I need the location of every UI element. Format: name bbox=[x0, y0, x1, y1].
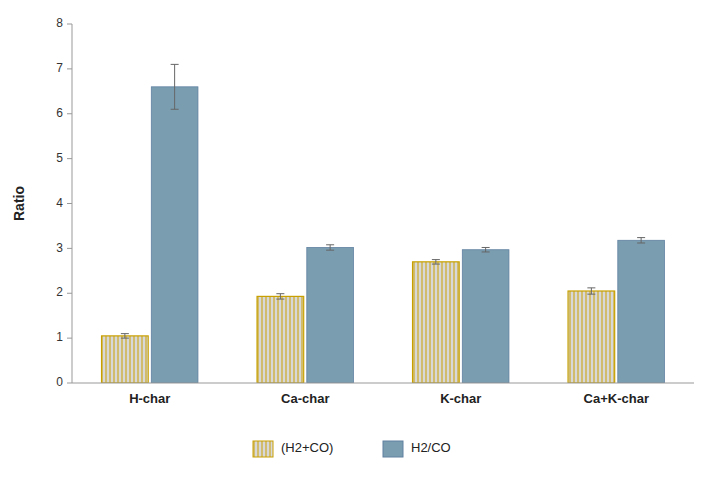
y-tick-label: 3 bbox=[56, 241, 63, 255]
y-tick bbox=[67, 24, 72, 25]
y-tick-label: 5 bbox=[56, 151, 63, 165]
y-tick-label: 7 bbox=[56, 61, 63, 75]
error-bar bbox=[482, 247, 490, 251]
bar bbox=[307, 247, 354, 383]
bar bbox=[618, 240, 665, 383]
chart-container: 0 1 2 3 4 5 6 7 8 Ratio H-char Ca-char K-char Ca+K-ch… bbox=[0, 0, 718, 479]
y-tick-label: 1 bbox=[56, 330, 63, 344]
x-tick-label: H-char bbox=[129, 391, 170, 406]
error-bar bbox=[637, 238, 645, 243]
bars bbox=[102, 64, 665, 383]
y-tick bbox=[67, 293, 72, 294]
y-tick bbox=[67, 203, 72, 204]
error-bar bbox=[587, 288, 595, 294]
y-tick bbox=[67, 68, 72, 69]
bar bbox=[151, 87, 198, 383]
bar bbox=[462, 250, 509, 383]
bar bbox=[413, 262, 460, 383]
x-tick-label: Ca+K-char bbox=[584, 391, 649, 406]
error-bar bbox=[171, 64, 179, 109]
x-axis-line bbox=[72, 383, 694, 384]
legend: (H2+CO) H2/CO bbox=[253, 440, 451, 457]
y-tick bbox=[67, 158, 72, 159]
y-tick-label: 2 bbox=[56, 285, 63, 299]
y-axis-line bbox=[72, 24, 73, 383]
y-tick-label: 4 bbox=[56, 196, 63, 210]
legend-label: (H2+CO) bbox=[281, 440, 333, 455]
y-tick bbox=[67, 113, 72, 114]
bar bbox=[257, 296, 304, 383]
y-tick-label: 0 bbox=[56, 375, 63, 389]
y-axis: 0 1 2 3 4 5 6 7 8 bbox=[56, 16, 72, 389]
bar bbox=[102, 336, 149, 383]
x-axis: H-char Ca-char K-char Ca+K-char bbox=[72, 383, 694, 406]
legend-label: H2/CO bbox=[411, 440, 451, 455]
error-bar bbox=[276, 294, 284, 299]
page: {"chart_data": {"type": "bar", "y_label"… bbox=[0, 0, 718, 479]
error-bar bbox=[121, 334, 129, 338]
y-tick bbox=[67, 383, 72, 384]
legend-swatch bbox=[253, 441, 273, 457]
y-tick-label: 8 bbox=[56, 16, 63, 30]
y-axis-label: Ratio bbox=[11, 186, 27, 221]
x-tick-label: Ca-char bbox=[281, 391, 329, 406]
y-tick-label: 6 bbox=[56, 106, 63, 120]
chart-svg: 0 1 2 3 4 5 6 7 8 Ratio H-char Ca-char K-char Ca+K-ch… bbox=[0, 0, 718, 479]
legend-swatch bbox=[383, 441, 403, 457]
error-bar bbox=[326, 245, 334, 250]
error-bar bbox=[432, 260, 440, 264]
bar bbox=[568, 291, 615, 383]
y-tick bbox=[67, 248, 72, 249]
x-tick-label: K-char bbox=[440, 391, 481, 406]
y-tick bbox=[67, 338, 72, 339]
